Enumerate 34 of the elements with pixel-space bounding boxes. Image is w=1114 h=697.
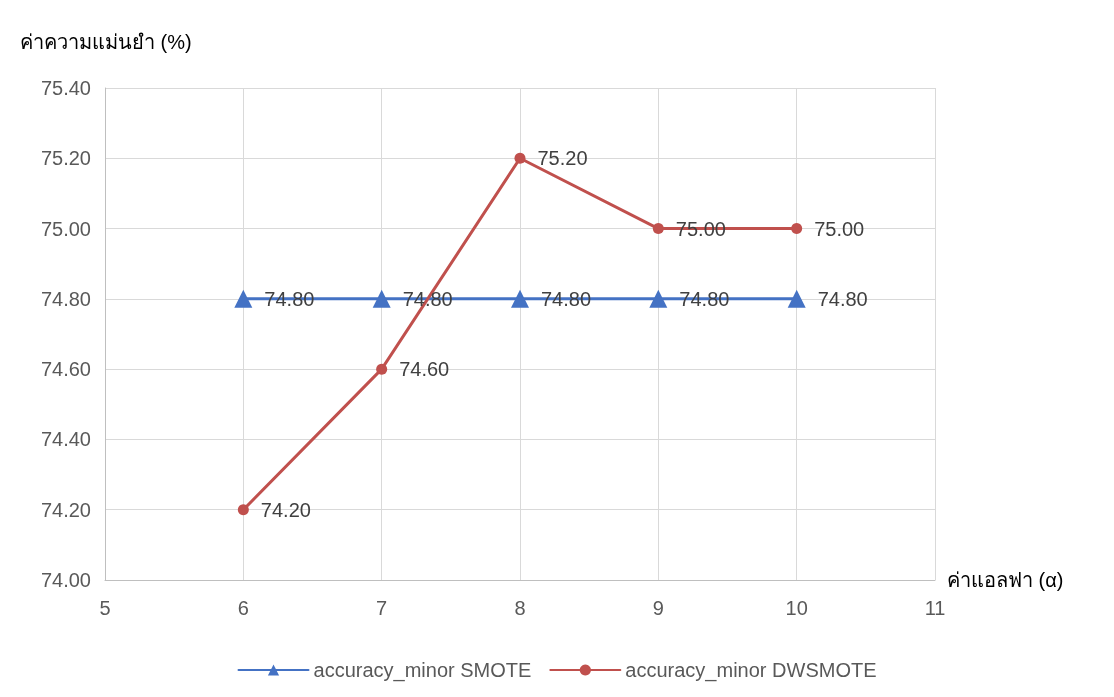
x-tick-label: 10 bbox=[785, 597, 808, 619]
data-label: 74.60 bbox=[399, 358, 450, 381]
data-label: 74.20 bbox=[260, 498, 311, 521]
point bbox=[791, 223, 803, 235]
point bbox=[237, 504, 249, 516]
y-tick-label: 74.40 bbox=[40, 428, 91, 451]
point bbox=[649, 289, 668, 308]
point bbox=[376, 363, 388, 375]
point bbox=[234, 289, 253, 308]
x-tick-label: 6 bbox=[237, 597, 249, 619]
x-tick-label: 5 bbox=[99, 597, 111, 619]
y-tick-label: 74.80 bbox=[40, 287, 91, 310]
data-label: 75.00 bbox=[814, 217, 865, 240]
x-axis-title: ค่าแอลฟา (α) bbox=[947, 569, 1064, 591]
x-tick-label: 9 bbox=[652, 597, 664, 619]
y-tick-label: 74.60 bbox=[40, 358, 91, 381]
point bbox=[511, 289, 529, 308]
y-tick-label: 74.00 bbox=[40, 569, 91, 591]
y-axis-title: ค่าความแม่นยำ (%) bbox=[20, 31, 192, 53]
point bbox=[514, 152, 526, 164]
legend-label: accuracy_minor DWSMOTE bbox=[625, 659, 877, 682]
x-tick-label: 11 bbox=[924, 597, 946, 619]
point bbox=[652, 223, 664, 235]
data-label: 74.80 bbox=[817, 287, 868, 310]
point bbox=[787, 289, 806, 308]
y-tick-label: 74.20 bbox=[40, 498, 91, 521]
data-label: 75.20 bbox=[537, 147, 588, 170]
legend-label: accuracy_minor SMOTE bbox=[313, 659, 532, 682]
y-tick-label: 75.00 bbox=[40, 217, 91, 240]
point bbox=[372, 289, 391, 308]
y-tick-label: 75.40 bbox=[40, 77, 91, 99]
x-tick-label: 8 bbox=[514, 597, 526, 619]
y-tick-label: 75.20 bbox=[40, 147, 91, 170]
x-tick-label: 7 bbox=[376, 597, 388, 619]
